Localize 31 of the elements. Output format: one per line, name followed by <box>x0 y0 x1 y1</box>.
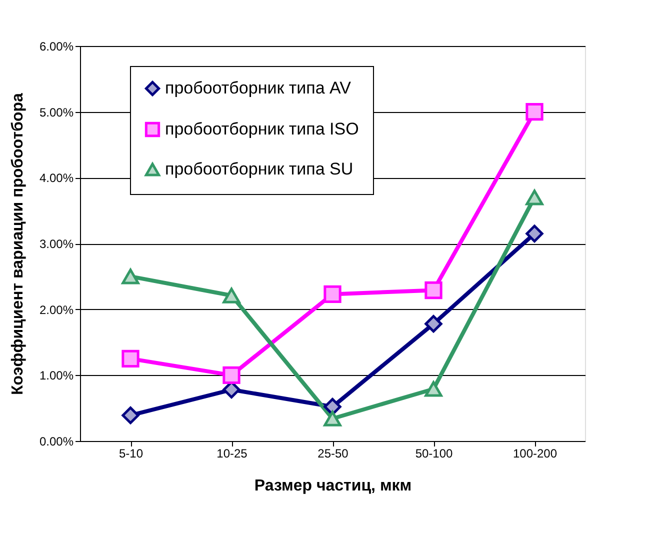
point <box>324 285 342 304</box>
legend-label: пробоотборник типа SU <box>165 160 354 178</box>
point <box>424 381 442 397</box>
y-tick-label: 4.00% <box>39 171 74 186</box>
point <box>324 398 342 416</box>
y-tick-label: 5.00% <box>39 105 74 120</box>
point <box>122 406 140 424</box>
x-tick-label: 100-200 <box>512 446 558 460</box>
point <box>526 103 544 121</box>
x-tick-label: 25-50 <box>318 446 349 460</box>
x-tick-label: 10-25 <box>216 446 248 460</box>
point <box>526 190 544 206</box>
point <box>122 350 140 368</box>
y-tick-label: 0.00% <box>39 434 74 448</box>
point <box>122 268 140 284</box>
y-tick-label: 6.00% <box>39 40 74 54</box>
y-tick-label: 2.00% <box>39 302 74 317</box>
point <box>222 366 240 384</box>
y-tick-label: 3.00% <box>39 237 74 251</box>
point <box>526 224 544 242</box>
legend-label: пробоотборник типа ISO <box>165 120 359 138</box>
x-tick-label: 50-100 <box>415 446 454 460</box>
point <box>424 281 442 300</box>
legend-label: пробоотборник типа AV <box>165 78 352 98</box>
x-axis-title: Размер частиц, мкм <box>254 478 412 494</box>
x-tick-label: 5-10 <box>118 446 144 460</box>
point <box>222 288 240 304</box>
point <box>324 410 342 426</box>
point <box>424 314 442 333</box>
y-tick-label: 1.00% <box>39 368 74 383</box>
y-axis-title: Коэффициент вариации пробоотбора <box>9 92 26 395</box>
